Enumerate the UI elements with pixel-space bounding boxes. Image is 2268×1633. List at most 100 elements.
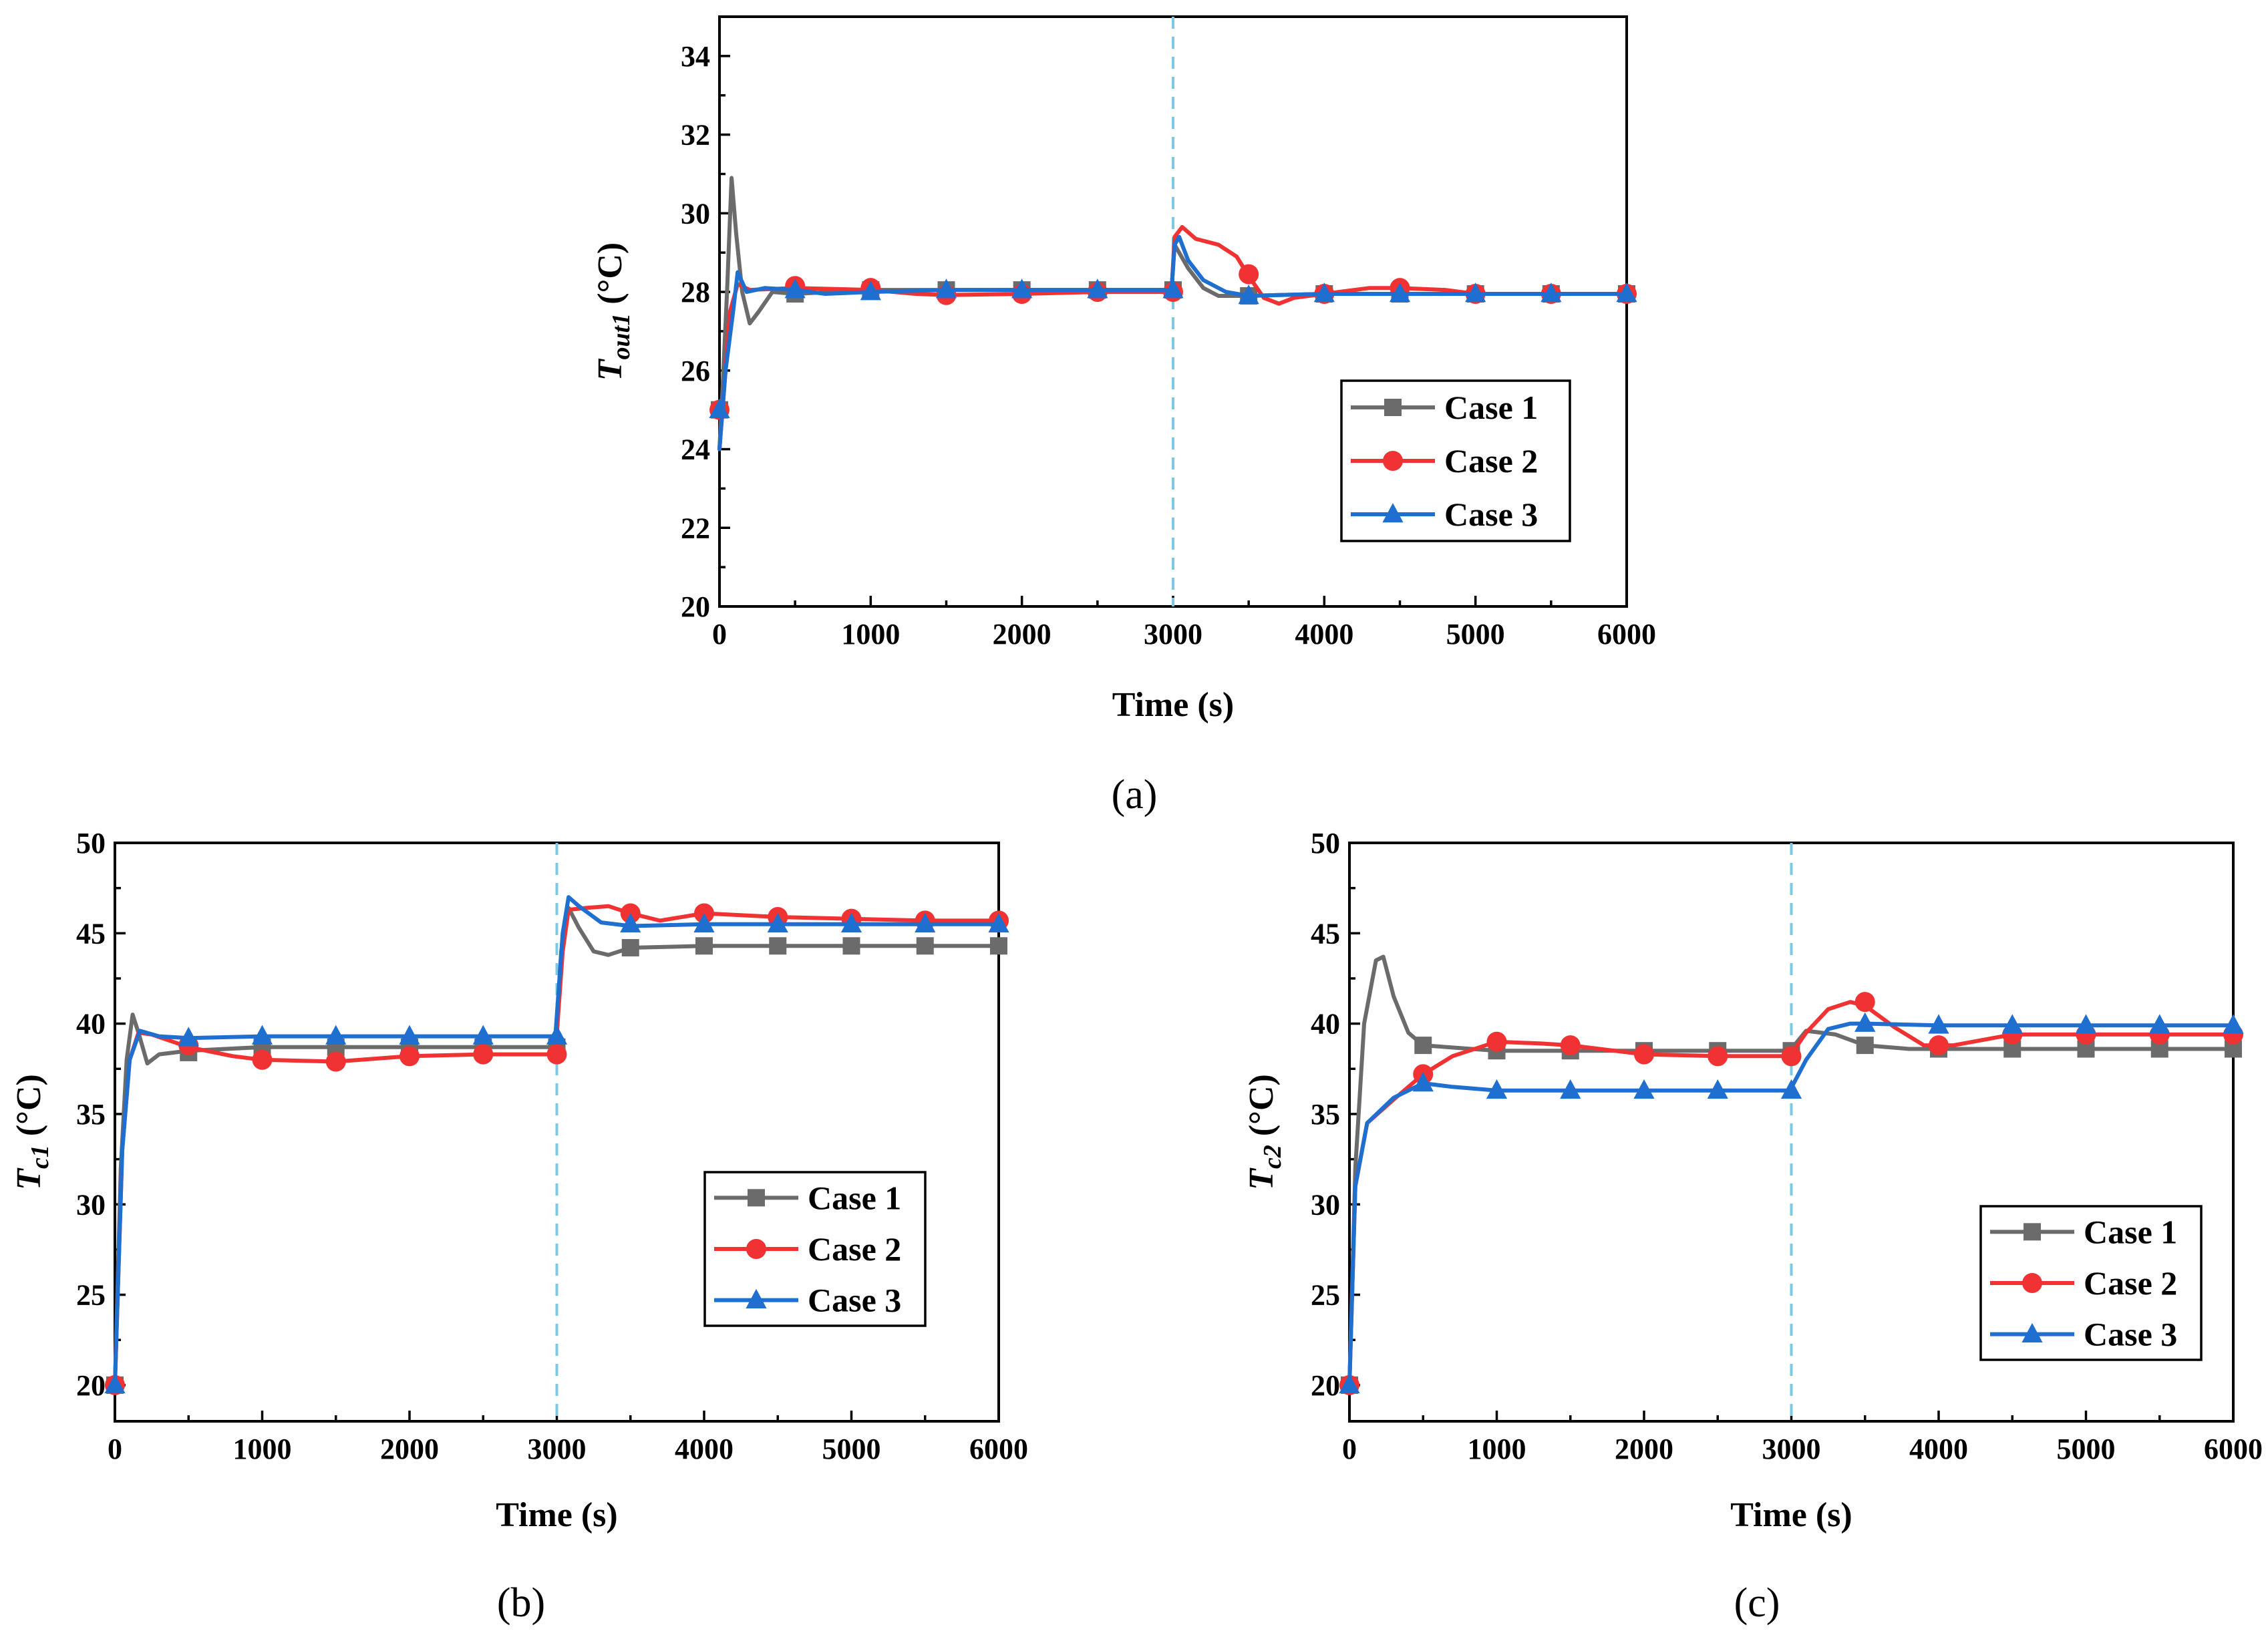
y-axis-label: Tout1 (°C) (591, 242, 635, 381)
legend: Case 1 Case 2 Case 3 (703, 1171, 927, 1327)
legend: Case 1 Case 2 Case 3 (1340, 379, 1571, 542)
x-tick-label: 5000 (2057, 1433, 2116, 1465)
y-axis-label: Tc2 (°C) (1243, 1074, 1287, 1190)
data-point-marker (1389, 283, 1411, 303)
x-tick-label: 0 (712, 618, 727, 651)
y-tick-label: 34 (681, 40, 710, 73)
series-line (1347, 1021, 2235, 1387)
data-point-marker (1707, 1079, 1728, 1099)
data-point-marker (1928, 1014, 1949, 1034)
y-tick-label: 26 (681, 355, 710, 387)
data-point-marker (1560, 1035, 1581, 1056)
data-point-marker (695, 937, 713, 955)
x-tick-label: 5000 (1446, 618, 1505, 651)
y-tick-label: 45 (76, 917, 106, 950)
data-point-marker (1465, 283, 1486, 303)
data-point-marker (1162, 279, 1184, 299)
series-line (717, 234, 1629, 451)
x-tick-label: 3000 (1144, 618, 1202, 651)
y-tick-label: 30 (76, 1188, 106, 1221)
legend-label: Case 1 (1444, 389, 1538, 426)
data-point-marker (2001, 1014, 2023, 1034)
x-axis-label: Time (s) (1112, 686, 1234, 724)
legend-label: Case 2 (808, 1230, 901, 1268)
chart-panel-c: 0 1000 2000 3000 4000 5000 6000 20 25 30 35 40 45 50 T… (1243, 827, 2263, 1626)
x-tick-label: 0 (1342, 1433, 1357, 1465)
data-point-marker (1313, 283, 1335, 303)
y-tick-label: 30 (681, 197, 710, 230)
x-tick-label: 2000 (380, 1433, 439, 1465)
data-point-marker (1541, 283, 1562, 303)
data-point-marker (1781, 1046, 1802, 1067)
panel-caption: (b) (497, 1580, 545, 1626)
y-tick-label: 45 (1311, 917, 1340, 950)
data-point-marker (915, 912, 936, 933)
y-axis-label-symbol: T (1243, 1167, 1281, 1190)
legend-marker (2022, 1273, 2042, 1293)
x-tick-label: 3000 (1762, 1433, 1821, 1465)
data-point-marker (709, 398, 730, 418)
y-tick-label: 35 (76, 1098, 106, 1131)
legend: Case 1 Case 2 Case 3 (1979, 1205, 2203, 1361)
data-point-marker (1633, 1079, 1655, 1099)
panel-caption: (a) (1112, 772, 1158, 818)
series-line (113, 906, 1001, 1387)
data-point-marker (472, 1025, 494, 1045)
y-axis-label: Tc1 (°C) (10, 1074, 54, 1190)
legend-marker (2021, 1322, 2043, 1342)
x-tick-label: 1000 (841, 618, 900, 651)
data-point-marker (1634, 1044, 1654, 1065)
data-point-marker (252, 1049, 273, 1070)
legend-label: Case 1 (808, 1179, 901, 1216)
data-point-marker (104, 1373, 126, 1394)
data-point-marker (178, 1027, 199, 1047)
data-point-marker (988, 912, 1009, 933)
legend-label: Case 1 (2084, 1213, 2177, 1250)
data-point-marker (399, 1046, 420, 1067)
x-tick-label: 4000 (1909, 1433, 1968, 1465)
series-case-3 (709, 234, 1637, 451)
y-tick-label: 28 (681, 276, 710, 309)
data-point-marker (1854, 992, 1875, 1013)
y-tick-label: 50 (76, 827, 106, 860)
y-axis-label-subscript: c2 (1259, 1145, 1287, 1169)
y-axis-label-subscript: out1 (607, 313, 635, 360)
data-point-marker (325, 1025, 347, 1045)
chart-panel-b: 0 1000 2000 3000 4000 5000 6000 20 25 30 35 40 45 50 T… (10, 827, 1028, 1626)
y-axis-label-subscript: c1 (26, 1145, 54, 1169)
y-tick-label: 22 (681, 512, 710, 544)
x-tick-label: 4000 (675, 1433, 734, 1465)
data-point-marker (1708, 1046, 1728, 1067)
x-tick-label: 1000 (233, 1433, 292, 1465)
legend-marker (2023, 1223, 2041, 1241)
data-point-marker (1011, 279, 1033, 299)
series-line (1347, 954, 2235, 1387)
data-point-marker (860, 281, 881, 301)
data-point-marker (1239, 264, 1259, 285)
x-tick-label: 6000 (1597, 618, 1656, 651)
y-axis-label-symbol: T (591, 358, 629, 381)
data-point-marker (1339, 1373, 1360, 1394)
data-point-marker (1486, 1031, 1507, 1052)
x-tick-label: 0 (108, 1433, 122, 1465)
x-tick-label: 4000 (1295, 618, 1353, 651)
data-point-marker (546, 1044, 567, 1065)
chart-panel-a: 0 1000 2000 3000 4000 5000 6000 20 22 24 26 28 30 32 3… (591, 15, 1656, 818)
y-tick-label: 20 (76, 1369, 106, 1402)
data-point-marker (1856, 1037, 1874, 1055)
legend-label: Case 3 (1444, 496, 1538, 533)
data-point-marker (935, 279, 957, 299)
y-tick-label: 32 (681, 119, 710, 152)
series-case-3 (1339, 1012, 2244, 1394)
legend-marker (748, 1189, 765, 1207)
series-case-3 (104, 895, 1009, 1394)
data-point-marker (2149, 1014, 2170, 1034)
panel-caption: (c) (1734, 1580, 1780, 1626)
data-point-marker (767, 912, 788, 933)
data-point-marker (840, 912, 862, 933)
legend-marker (746, 1239, 766, 1259)
x-tick-label: 6000 (969, 1433, 1028, 1465)
data-point-marker (1238, 285, 1259, 305)
legend-marker (746, 1288, 767, 1308)
